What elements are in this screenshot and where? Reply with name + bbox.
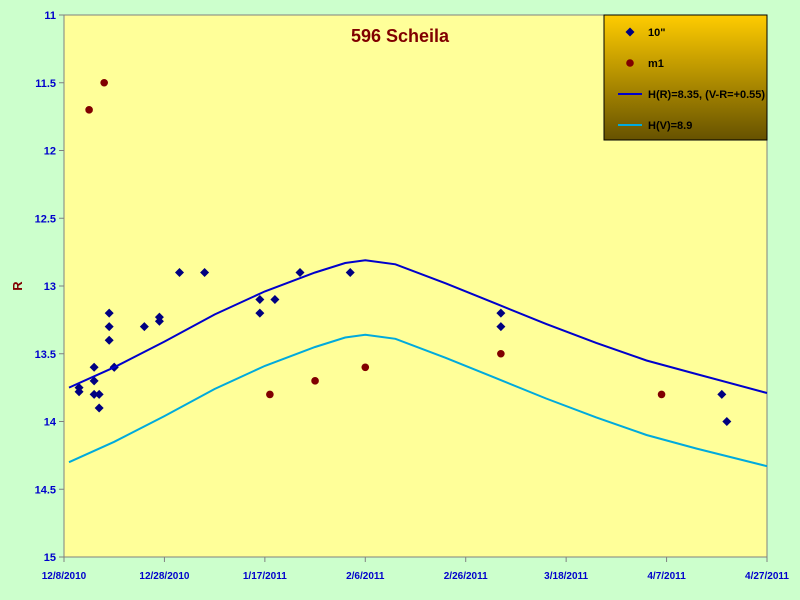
y-tick-label: 12 [44,146,56,158]
series-layer [68,78,768,468]
y-tick-label: 13.5 [35,349,56,361]
x-tick-label: 2/6/2011 [346,571,385,582]
legend-marker [626,59,634,67]
data-point [311,377,319,385]
legend-box [603,14,768,141]
data-point [174,267,184,277]
chart-title: 596 Scheila [351,26,450,46]
series-3 [68,333,768,468]
data-point [496,322,506,332]
series-line [68,333,768,468]
y-tick-label: 13 [44,281,56,293]
data-point [139,322,149,332]
data-point [94,403,104,413]
y-tick-label: 14 [44,417,57,429]
data-point [295,267,305,277]
x-tick-label: 2/26/2011 [444,571,488,582]
data-point [100,78,108,87]
y-axis: 11 11.5 12 12.5 13 13.5 14 14.5 15 [35,10,64,564]
y-tick-label: 15 [44,552,56,564]
data-point [104,335,114,345]
legend: 10" m1 H(R)=8.35, (V-R=+0.55) H(V)=8.9 [603,14,768,141]
data-point [85,106,93,114]
data-point [266,390,274,399]
data-point [89,362,99,372]
data-point [74,387,84,397]
data-point [89,389,99,399]
data-point [94,389,104,399]
data-point [497,349,505,358]
y-tick-label: 11.5 [35,78,56,90]
data-point [104,322,114,332]
y-tick-label: 11 [44,10,56,22]
data-point [361,363,370,372]
x-tick-label: 12/8/2010 [42,571,87,582]
series-2 [68,259,768,394]
data-point [255,295,265,305]
data-point [154,316,164,326]
y-tick-label: 12.5 [35,213,56,225]
data-point [255,308,265,318]
x-axis: 12/8/2010 12/28/2010 1/17/2011 2/6/2011 2/26… [42,557,789,582]
x-tick-label: 12/28/2010 [139,571,189,582]
legend-marker [625,27,635,37]
series-line [68,259,768,394]
data-point [345,267,355,277]
data-point [496,308,506,318]
series-1 [85,78,666,399]
data-point [722,417,732,426]
x-tick-label: 3/18/2011 [544,571,588,582]
x-tick-label: 1/17/2011 [243,571,287,582]
y-axis-label: R [10,281,25,291]
x-tick-label: 4/27/2011 [745,571,789,582]
legend-label: H(R)=8.35, (V-R=+0.55) [648,89,765,101]
data-point [104,308,114,318]
data-point [200,267,210,277]
legend-label: m1 [648,58,664,70]
data-point [270,295,280,305]
data-point [657,390,666,399]
y-tick-label: 14.5 [35,484,56,496]
data-point [717,389,727,399]
data-point [89,376,99,386]
legend-label: H(V)=8.9 [648,120,692,132]
legend-label: 10" [648,27,665,39]
x-tick-label: 4/7/2011 [647,571,686,582]
